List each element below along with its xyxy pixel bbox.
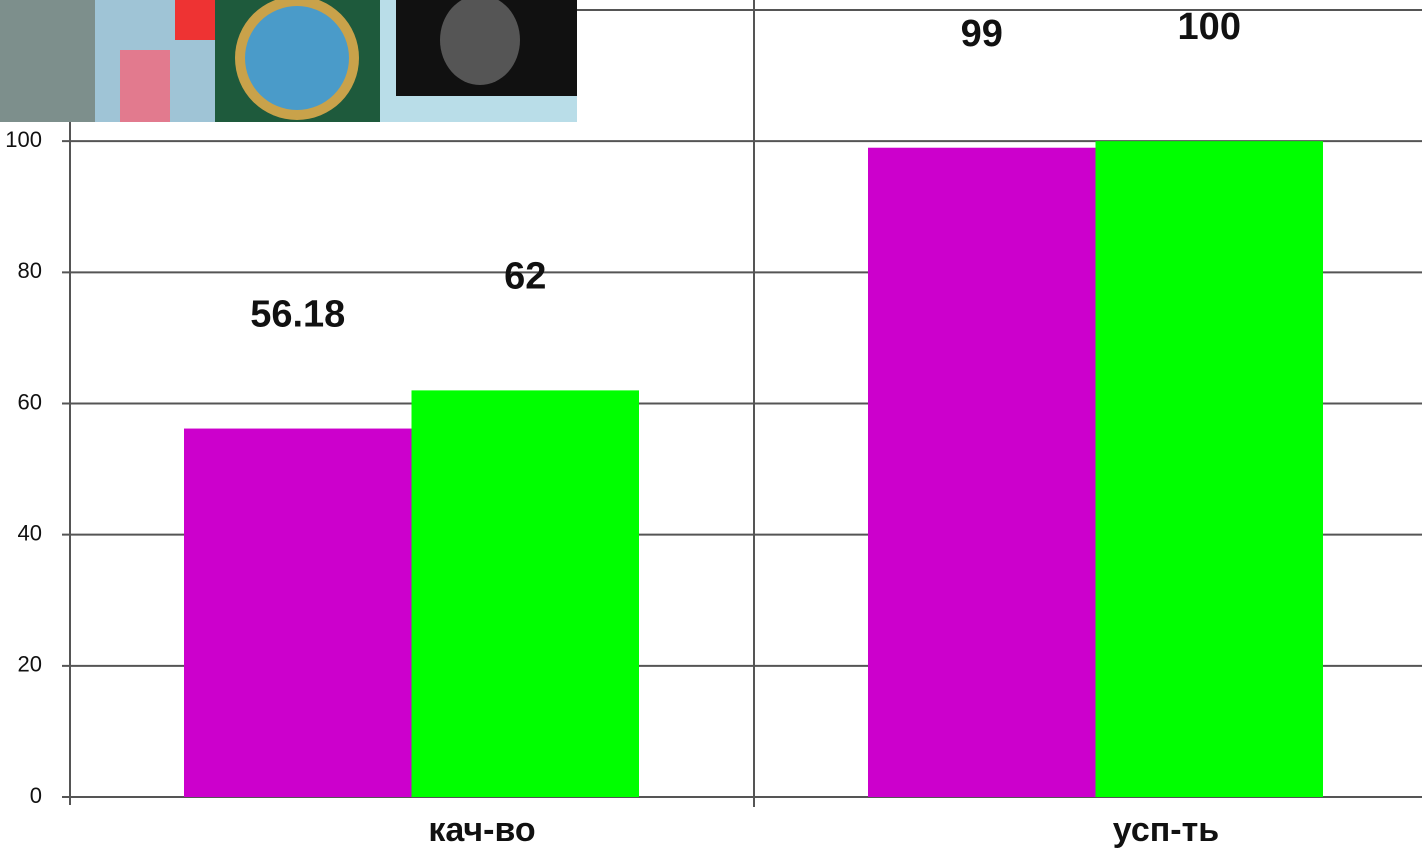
data-label: 56.18 [250, 294, 345, 336]
data-label: 62 [504, 255, 546, 297]
x-tick-label: кач-во [428, 811, 535, 849]
book-illustration [245, 6, 349, 110]
book-cover [0, 0, 95, 122]
data-label: 99 [961, 13, 1003, 55]
bar [868, 147, 1096, 798]
bar [1095, 141, 1323, 797]
x-tick-label: усп-ть [1113, 811, 1219, 849]
book-logo [175, 0, 215, 40]
y-tick-label: 0 [30, 783, 42, 808]
data-label: 100 [1178, 6, 1241, 48]
y-tick-label: 100 [5, 127, 42, 152]
bar [184, 428, 412, 797]
y-tick-label: 80 [18, 258, 42, 283]
book-illustration [440, 0, 520, 85]
bar [411, 390, 639, 797]
y-tick-label: 60 [18, 389, 42, 414]
y-tick-label: 20 [18, 652, 42, 677]
book-covers [0, 0, 577, 122]
book-illustration [120, 50, 170, 122]
y-tick-label: 40 [18, 520, 42, 545]
